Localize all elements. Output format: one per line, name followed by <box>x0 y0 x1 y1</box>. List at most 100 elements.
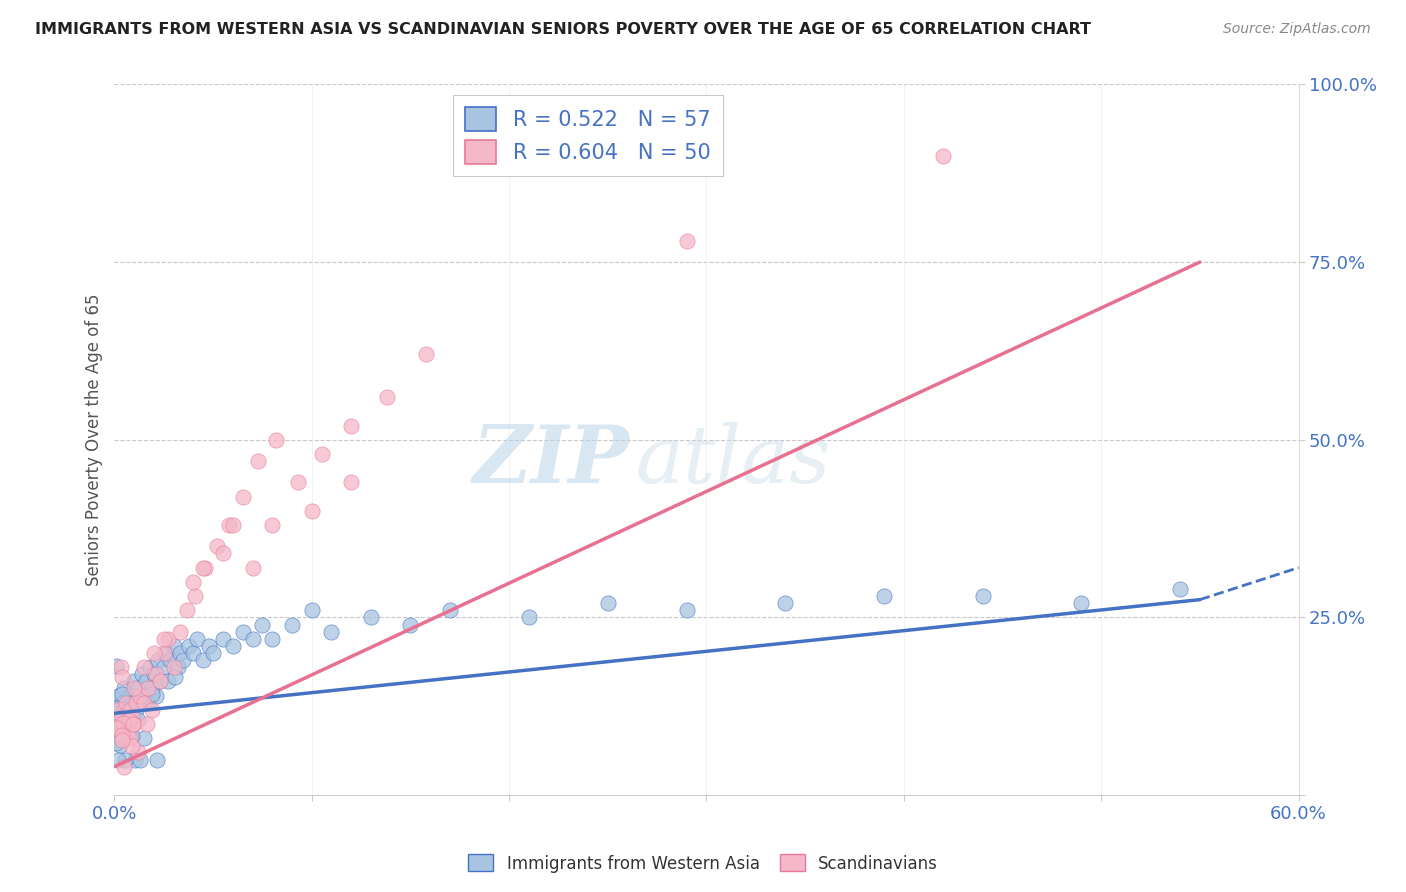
Point <box>932 148 955 162</box>
Point <box>121 739 143 753</box>
Point <box>121 729 143 743</box>
Point <box>131 667 153 681</box>
Point <box>169 624 191 639</box>
Point <box>152 632 174 646</box>
Point <box>111 710 134 724</box>
Point <box>136 696 159 710</box>
Point <box>360 610 382 624</box>
Point <box>281 617 304 632</box>
Point <box>125 703 148 717</box>
Point <box>301 603 323 617</box>
Point <box>242 560 264 574</box>
Point <box>142 667 165 681</box>
Point <box>127 681 149 696</box>
Point <box>110 660 132 674</box>
Point <box>114 752 136 766</box>
Point <box>112 702 135 716</box>
Point <box>124 752 146 766</box>
Point <box>222 518 245 533</box>
Point <box>198 639 221 653</box>
Point <box>145 689 167 703</box>
Text: atlas: atlas <box>636 422 831 500</box>
Point <box>675 603 697 617</box>
Point <box>166 660 188 674</box>
Point <box>415 347 437 361</box>
Point <box>183 646 205 660</box>
Point <box>675 234 697 248</box>
Point <box>120 731 142 746</box>
Point <box>212 632 235 646</box>
Point <box>129 689 152 703</box>
Point <box>132 689 155 703</box>
Point <box>194 560 217 574</box>
Point <box>114 728 136 742</box>
Point <box>439 603 461 617</box>
Point <box>115 696 138 710</box>
Point <box>105 721 128 735</box>
Text: Source: ZipAtlas.com: Source: ZipAtlas.com <box>1223 22 1371 37</box>
Point <box>105 701 128 715</box>
Point <box>152 646 174 660</box>
Point <box>193 653 215 667</box>
Point <box>301 504 323 518</box>
Text: IMMIGRANTS FROM WESTERN ASIA VS SCANDINAVIAN SENIORS POVERTY OVER THE AGE OF 65 : IMMIGRANTS FROM WESTERN ASIA VS SCANDINA… <box>35 22 1091 37</box>
Point <box>142 646 165 660</box>
Point <box>218 518 240 533</box>
Point <box>112 681 135 696</box>
Point <box>112 759 135 773</box>
Point <box>146 653 169 667</box>
Point <box>108 718 131 732</box>
Point <box>111 732 134 747</box>
Point <box>145 667 167 681</box>
Point <box>108 738 131 752</box>
Point <box>111 716 134 731</box>
Point <box>205 539 228 553</box>
Point <box>399 617 422 632</box>
Point <box>135 674 157 689</box>
Point <box>152 660 174 674</box>
Point <box>139 660 162 674</box>
Point <box>169 646 191 660</box>
Point <box>775 596 797 610</box>
Point <box>122 681 145 696</box>
Point <box>107 703 129 717</box>
Point <box>111 728 134 742</box>
Point <box>1168 582 1191 596</box>
Point <box>110 717 132 731</box>
Point <box>183 574 205 589</box>
Point <box>117 710 139 724</box>
Point <box>596 596 619 610</box>
Point <box>141 703 163 717</box>
Point <box>222 639 245 653</box>
Point <box>120 689 142 703</box>
Point <box>136 717 159 731</box>
Point <box>120 703 142 717</box>
Point <box>118 713 141 727</box>
Point <box>141 686 163 700</box>
Point <box>176 603 198 617</box>
Point <box>1070 596 1092 610</box>
Point <box>107 752 129 766</box>
Point <box>311 447 333 461</box>
Point <box>121 710 143 724</box>
Point <box>212 546 235 560</box>
Point <box>163 670 186 684</box>
Point <box>107 689 129 703</box>
Point <box>517 610 540 624</box>
Point <box>202 646 225 660</box>
Point <box>129 752 152 766</box>
Point <box>173 653 195 667</box>
Point <box>110 703 132 717</box>
Point <box>105 729 128 743</box>
Point <box>247 454 270 468</box>
Point <box>132 731 155 746</box>
Point <box>287 475 309 490</box>
Point <box>232 490 254 504</box>
Point <box>186 632 208 646</box>
Point <box>155 646 177 660</box>
Point <box>127 746 149 760</box>
Point <box>105 659 128 673</box>
Point <box>111 670 134 684</box>
Point <box>375 390 398 404</box>
Point <box>145 752 167 766</box>
